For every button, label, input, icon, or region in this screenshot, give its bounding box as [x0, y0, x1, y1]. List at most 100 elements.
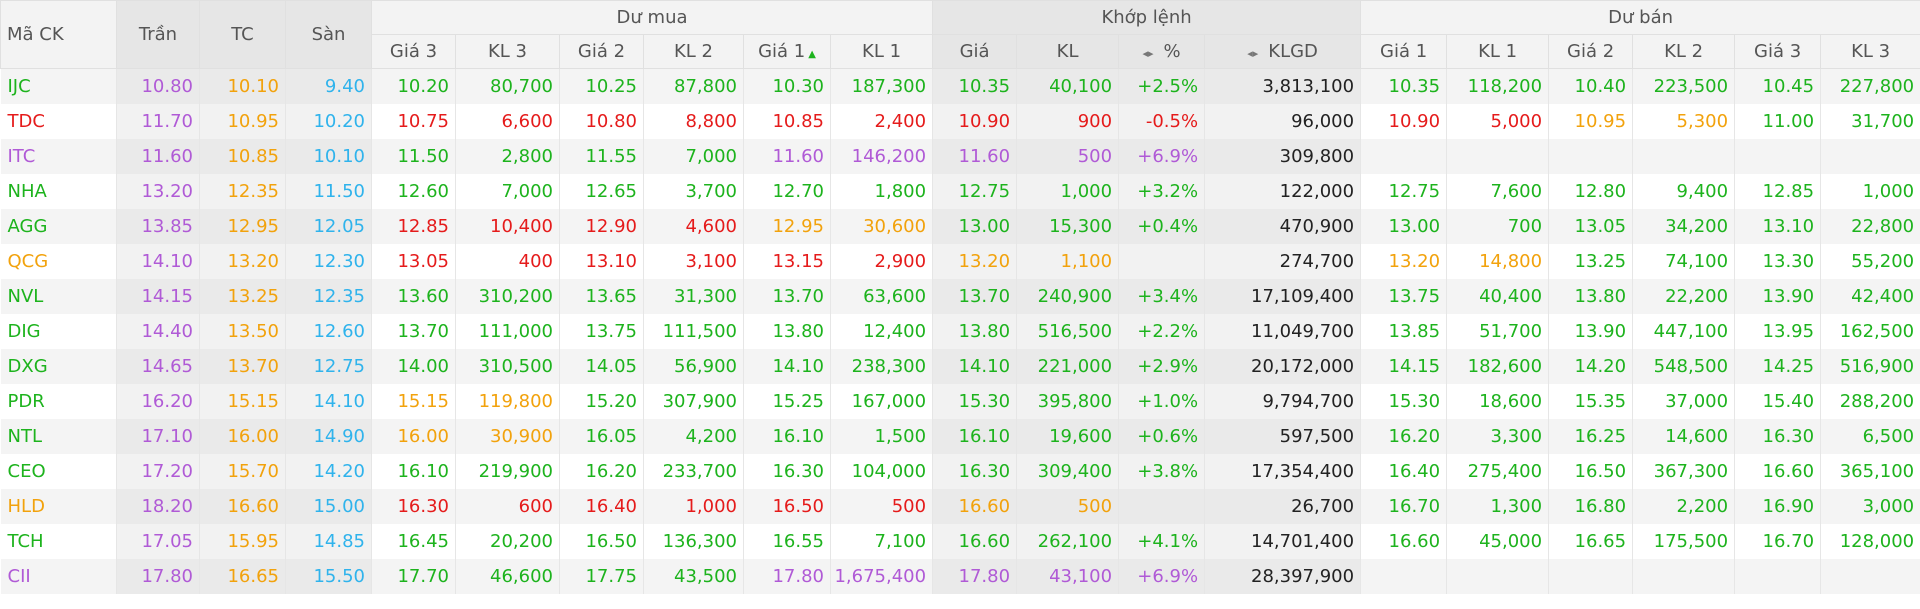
- quote-cell: 16.60: [1734, 454, 1822, 489]
- empty-cell: [1118, 244, 1206, 279]
- reference-price-cell: 13.85: [116, 209, 200, 244]
- quote-cell: 6,600: [455, 104, 560, 139]
- sort-icon: ◂▸: [1247, 47, 1259, 60]
- reference-price-cell: 14.90: [285, 419, 372, 454]
- quote-cell: 274,700: [1204, 244, 1362, 279]
- quote-cell: 221,000: [1016, 349, 1120, 384]
- quote-cell-text: -0.5%: [1145, 111, 1199, 132]
- quote-cell-text: 40,100: [1049, 76, 1113, 97]
- quote-cell-text: 187,300: [851, 76, 927, 97]
- quote-cell: 28,397,900: [1204, 559, 1362, 594]
- column-header: KL: [1016, 34, 1120, 69]
- quote-cell: 12.75: [1360, 174, 1448, 209]
- reference-price-cell: 12.35: [199, 174, 286, 209]
- quote-cell-text: 12.75: [958, 181, 1011, 202]
- quote-cell-text: 700: [1507, 216, 1543, 237]
- quote-cell: 51,700: [1446, 314, 1550, 349]
- quote-cell-text: 13.20: [1388, 251, 1441, 272]
- stock-row: DXG 14.65 13.70 12.75 14.00 310,500 14.05 56,90…: [0, 349, 1920, 384]
- quote-cell: 40,400: [1446, 279, 1550, 314]
- reference-price-cell-text: 18.20: [141, 496, 193, 517]
- quote-cell: 548,500: [1632, 349, 1736, 384]
- quote-cell: 13.05: [1548, 209, 1634, 244]
- reference-price-cell-text: 13.20: [227, 251, 279, 272]
- quote-cell: 597,500: [1204, 419, 1362, 454]
- quote-cell-text: 1,000: [685, 496, 737, 517]
- quote-cell-text: 10.25: [585, 76, 637, 97]
- quote-cell-text: 309,400: [1037, 461, 1113, 482]
- ticker-cell: DIG: [0, 314, 117, 349]
- quote-cell-text: 1,100: [1060, 251, 1113, 272]
- quote-cell-text: 111,000: [478, 321, 553, 342]
- quote-cell-text: 30,600: [863, 216, 927, 237]
- quote-cell: 63,600: [830, 279, 934, 314]
- quote-cell-text: 13.05: [1574, 216, 1627, 237]
- quote-cell: 310,500: [455, 349, 560, 384]
- reference-price-cell-text: 15.50: [313, 566, 365, 587]
- column-header-text: KL 3: [1851, 41, 1891, 62]
- group-header-text: Dư mua: [616, 7, 688, 28]
- column-header-text: Giá 3: [389, 41, 438, 62]
- stock-row: ITC 11.60 10.85 10.10 11.50 2,800 11.55 7,000 11…: [0, 139, 1920, 174]
- quote-cell: 309,800: [1204, 139, 1362, 174]
- group-header: Dư bán: [1360, 0, 1920, 35]
- quote-cell-text: 3,813,100: [1262, 76, 1355, 97]
- quote-cell: 13.15: [743, 244, 831, 279]
- quote-cell-text: 12.85: [397, 216, 449, 237]
- quote-cell-text: 46,600: [490, 566, 553, 587]
- fixed-header: TC: [199, 0, 286, 69]
- quote-cell: 96,000: [1204, 104, 1362, 139]
- fixed-header-text: Trần: [138, 24, 178, 45]
- ticker-cell-text: DIG: [7, 321, 41, 342]
- reference-price-cell-text: 12.95: [227, 216, 279, 237]
- quote-cell-text: 34,200: [1665, 216, 1729, 237]
- quote-cell-text: 10.75: [397, 111, 449, 132]
- quote-cell: 31,700: [1820, 104, 1920, 139]
- quote-cell: 262,100: [1016, 524, 1120, 559]
- quote-cell-text: 15.25: [772, 391, 824, 412]
- quote-cell-text: 13.70: [397, 321, 449, 342]
- quote-cell: 16.70: [1734, 524, 1822, 559]
- quote-cell-text: 26,700: [1291, 496, 1355, 517]
- quote-cell: 10.95: [1548, 104, 1634, 139]
- quote-cell-text: 597,500: [1279, 426, 1355, 447]
- quote-cell-text: 17.75: [585, 566, 637, 587]
- quote-cell: 500: [1016, 139, 1120, 174]
- quote-cell: 16.30: [371, 489, 456, 524]
- reference-price-cell-text: 14.20: [313, 461, 365, 482]
- quote-cell: 395,800: [1016, 384, 1120, 419]
- quote-cell-text: 16.65: [1574, 531, 1627, 552]
- quote-cell: 9,400: [1632, 174, 1736, 209]
- reference-price-cell: 14.65: [116, 349, 200, 384]
- quote-cell: 16.40: [559, 489, 644, 524]
- stock-row: HLD 18.20 16.60 15.00 16.30 600 16.40 1,000 16.5…: [0, 489, 1920, 524]
- quote-cell: 13.70: [932, 279, 1018, 314]
- fixed-header-text: TC: [231, 24, 254, 45]
- quote-cell-text: 16.50: [1574, 461, 1627, 482]
- group-header: Dư mua: [370, 0, 934, 35]
- reference-price-cell: 12.30: [285, 244, 372, 279]
- quote-cell: 13.20: [932, 244, 1018, 279]
- quote-cell: 10.30: [743, 68, 831, 104]
- quote-cell-text: 10.80: [585, 111, 637, 132]
- quote-cell-text: +6.9%: [1137, 146, 1199, 167]
- column-header-text: Giá 2: [1567, 41, 1615, 62]
- reference-price-cell-text: 14.65: [141, 356, 193, 377]
- quote-cell-text: 13.70: [958, 286, 1011, 307]
- quote-cell: 309,400: [1016, 454, 1120, 489]
- reference-price-cell-text: 13.20: [141, 181, 193, 202]
- quote-cell-text: 3,000: [1862, 496, 1915, 517]
- quote-cell-text: 13.80: [958, 321, 1011, 342]
- quote-cell-text: 307,900: [662, 391, 737, 412]
- quote-cell: 227,800: [1820, 68, 1920, 104]
- reference-price-cell-text: 17.20: [141, 461, 193, 482]
- quote-cell-text: 40,400: [1479, 286, 1543, 307]
- quote-cell: 17.70: [371, 559, 456, 594]
- quote-cell: 22,800: [1820, 209, 1920, 244]
- quote-cell: 2,200: [1632, 489, 1736, 524]
- empty-cell: [1632, 139, 1736, 174]
- quote-cell-text: 221,000: [1037, 356, 1113, 377]
- quote-cell-text: 14,600: [1665, 426, 1729, 447]
- ticker-cell-text: CEO: [7, 461, 46, 482]
- quote-cell-text: 16.60: [958, 531, 1011, 552]
